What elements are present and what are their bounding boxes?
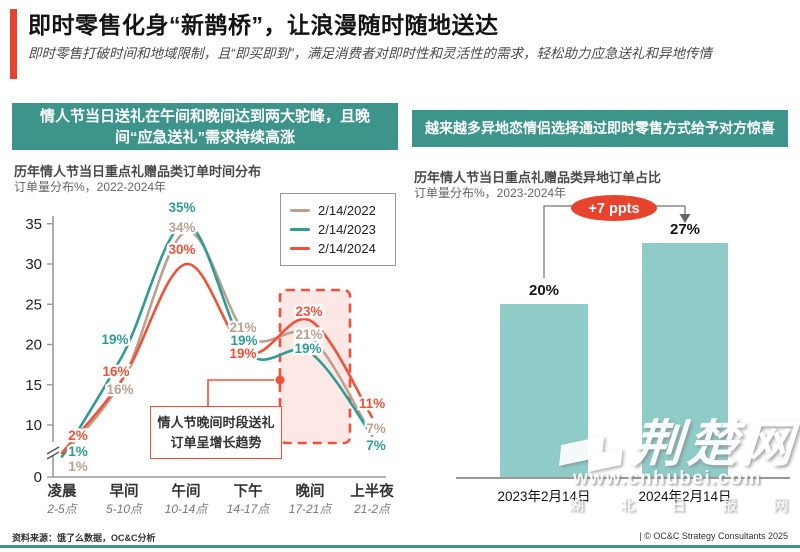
point-value-label: 21%	[295, 327, 322, 342]
point-value-label: 19%	[101, 332, 128, 347]
legend-label: 2/14/2024	[318, 241, 376, 256]
svg-text:5-10点: 5-10点	[106, 502, 144, 515]
svg-text:2-5点: 2-5点	[46, 502, 78, 515]
legend-line-swatch-2024	[290, 247, 310, 250]
left-chart-subtitle: 订单量分布%，2022-2024年	[14, 180, 167, 194]
delta-badge-label: +7 ppts	[588, 201, 639, 217]
legend-label: 2/14/2023	[318, 222, 376, 237]
page-title: 即时零售化身“新鹊桥”，让浪漫随时随地送达	[28, 12, 499, 38]
left-banner: 情人节当日送礼在午间和晚间达到两大驼峰，且晚间“应急送礼”需求持续高涨	[12, 103, 398, 150]
legend-line-swatch-2023	[290, 228, 310, 231]
bar-2023: 20%	[500, 282, 588, 478]
right-chart-panel: 越来越多异地恋情侣选择通过即时零售方式给予对方惊喜 历年情人节当日重点礼赠品类异…	[412, 103, 790, 515]
legend-row: 2/14/2022	[290, 201, 386, 220]
legend-label: 2/14/2022	[318, 203, 376, 218]
title-accent-bar	[10, 9, 17, 79]
point-value-label: 23%	[295, 304, 322, 319]
svg-text:晚间: 晚间	[296, 482, 325, 500]
svg-text:35: 35	[25, 216, 42, 233]
legend-row: 2/14/2023	[290, 220, 386, 239]
point-value-label: 11%	[359, 396, 385, 411]
svg-text:14-17点: 14-17点	[227, 502, 272, 515]
svg-text:21-2点: 21-2点	[353, 502, 392, 515]
point-value-label: 2%	[68, 428, 88, 443]
point-value-label: 16%	[102, 364, 129, 379]
line-chart-legend: 2/14/2022 2/14/2023 2/14/2024	[280, 193, 396, 266]
legend-row: 2/14/2024	[290, 239, 386, 258]
svg-text:17-21点: 17-21点	[289, 502, 334, 515]
bar-rect-2024	[642, 243, 728, 478]
svg-text:15: 15	[25, 377, 42, 394]
evening-growth-annotation: 情人节晚间时段送礼 订单呈增长趋势	[150, 406, 282, 459]
footer-copyright: | © OC&C Strategy Consultants 2025	[639, 531, 788, 541]
svg-text:30: 30	[25, 256, 42, 273]
delta-bracket: +7 ppts	[543, 195, 691, 278]
arrow-down-icon	[679, 214, 691, 223]
svg-text:午间: 午间	[172, 482, 201, 500]
right-chart-title: 历年情人节当日重点礼赠品类异地订单占比	[414, 170, 662, 185]
svg-text:10-14点: 10-14点	[165, 502, 210, 515]
bar-rect-2023	[500, 304, 588, 478]
svg-text:25: 25	[25, 296, 42, 313]
point-value-label: 7%	[366, 421, 386, 436]
right-chart-subtitle: 订单量分布%，2023-2024年	[414, 186, 567, 200]
point-value-label: 34%	[168, 220, 195, 235]
right-banner: 越来越多异地恋情侣选择通过即时零售方式给予对方惊喜	[412, 110, 788, 147]
svg-text:早间: 早间	[110, 482, 139, 500]
bar-xlabel-2023: 2023年2月14日	[497, 489, 591, 504]
footer-source: 资料来源：饿了么数据，OC&C分析	[12, 533, 156, 543]
svg-text:下午: 下午	[234, 482, 263, 500]
point-value-label: 1%	[68, 459, 88, 474]
left-chart-title: 历年情人节当日重点礼赠品类订单时间分布	[14, 164, 262, 179]
svg-text:凌晨: 凌晨	[48, 482, 77, 500]
point-value-label: 7%	[366, 438, 386, 453]
bar-value-label-2023: 20%	[528, 282, 560, 299]
annotation-line-1: 情人节晚间时段送礼	[157, 415, 275, 430]
svg-text:20: 20	[25, 337, 42, 354]
left-chart-panel: 情人节当日送礼在午间和晚间达到两大驼峰，且晚间“应急送礼”需求持续高涨 历年情人…	[12, 103, 398, 515]
point-value-label: 16%	[106, 382, 133, 397]
point-value-label: 35%	[168, 200, 195, 215]
svg-text:10: 10	[25, 417, 42, 434]
footer-divider	[0, 545, 800, 548]
bar-chart-baseline	[456, 477, 790, 479]
page-subtitle: 即时零售打破时间和地域限制，且“即买即到”，满足消费者对即时性和灵活性的需求，轻…	[28, 46, 712, 61]
bar-value-label-2024: 27%	[669, 221, 701, 239]
point-value-label: 30%	[168, 242, 195, 257]
annotation-line-2: 订单呈增长趋势	[170, 434, 262, 450]
legend-line-swatch-2022	[290, 209, 310, 212]
bar-2024: 27%	[642, 221, 728, 478]
point-value-label: 19%	[230, 333, 257, 348]
point-value-label: 19%	[229, 346, 256, 361]
line-chart: 35302520151002%1%1%19%16%16%35%34%30%21%…	[25, 198, 394, 515]
bar-xlabel-2024: 2024年2月14日	[638, 489, 732, 504]
svg-text:上半夜: 上半夜	[350, 482, 394, 500]
point-value-label: 1%	[68, 444, 88, 459]
point-value-label: 19%	[294, 341, 321, 356]
delta-badge	[571, 195, 657, 221]
point-value-label: 21%	[229, 320, 256, 335]
svg-text:0: 0	[34, 469, 42, 486]
